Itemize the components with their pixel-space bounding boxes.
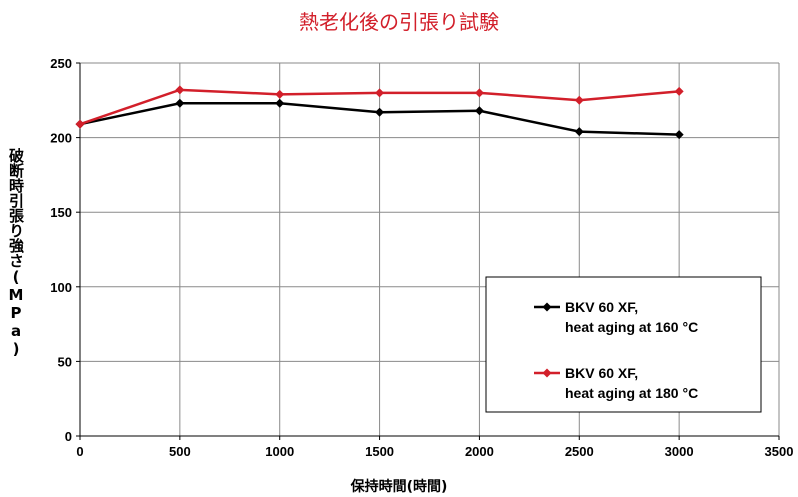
x-tick-label: 2000: [465, 444, 494, 459]
data-point: [674, 130, 684, 140]
y-tick-label: 150: [50, 205, 72, 220]
legend-swatch-marker: [542, 368, 552, 378]
data-point: [175, 85, 185, 95]
legend-label: BKV 60 XF,: [565, 365, 638, 381]
data-point: [375, 88, 385, 98]
x-tick-label: 1000: [265, 444, 294, 459]
data-point: [375, 107, 385, 117]
legend-box: [485, 276, 762, 413]
x-tick-label: 3500: [765, 444, 794, 459]
x-tick-label: 2500: [565, 444, 594, 459]
x-tick-label: 3000: [665, 444, 694, 459]
y-tick-label: 0: [65, 429, 72, 444]
x-tick-label: 1500: [365, 444, 394, 459]
data-point: [75, 119, 85, 129]
legend-label: heat aging at 180 °C: [565, 385, 698, 401]
y-tick-label: 100: [50, 280, 72, 295]
y-axis-ticks: 0 50 100 150 200 250: [50, 56, 80, 444]
y-tick-label: 200: [50, 131, 72, 146]
legend-label: BKV 60 XF,: [565, 299, 638, 315]
data-point: [275, 89, 285, 99]
chart-title: 熱老化後の引張り試験: [299, 10, 499, 34]
legend-label: heat aging at 160 °C: [565, 319, 698, 335]
legend-swatch-marker: [542, 302, 552, 312]
data-point: [275, 98, 285, 108]
data-point: [674, 86, 684, 96]
y-axis-label: 破断時引張り強さ(MPa): [7, 148, 25, 358]
data-point: [474, 88, 484, 98]
x-tick-label: 500: [169, 444, 191, 459]
series-group: [75, 85, 684, 140]
legend: BKV 60 XF, heat aging at 160 °C BKV 60 XF,…: [485, 276, 762, 413]
grid-lines: [80, 62, 780, 436]
x-axis-label: 保持時間(時間): [350, 479, 448, 495]
x-tick-label: 0: [76, 444, 83, 459]
y-tick-label: 250: [50, 56, 72, 71]
y-tick-label: 50: [58, 354, 72, 369]
data-point: [574, 95, 584, 105]
data-point: [474, 106, 484, 116]
data-point: [574, 127, 584, 137]
data-point: [175, 98, 185, 108]
x-axis-ticks: 0 500 1000 1500 2000 2500 3000 3500: [76, 436, 793, 459]
